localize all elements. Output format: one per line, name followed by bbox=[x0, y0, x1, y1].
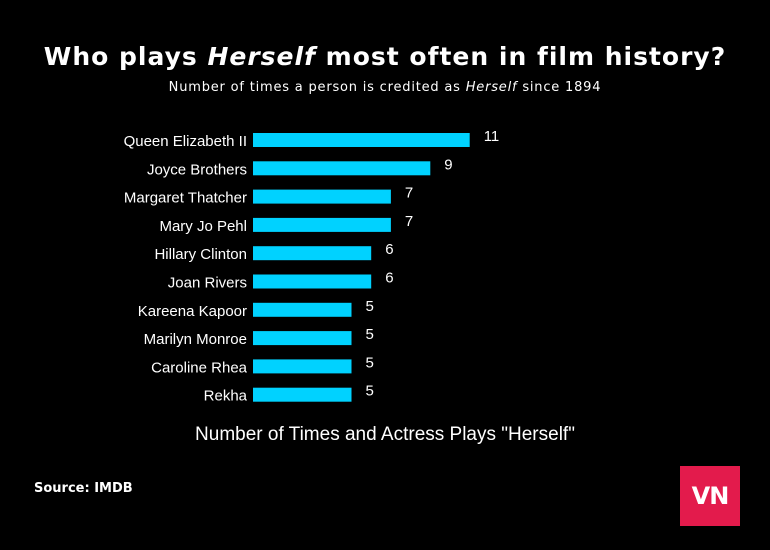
title-post: most often in film history? bbox=[315, 42, 727, 71]
category-label: Marilyn Monroe bbox=[144, 331, 247, 348]
value-label: 5 bbox=[366, 383, 374, 400]
chart-title: Who plays Herself most often in film his… bbox=[0, 42, 770, 71]
bar bbox=[253, 387, 352, 402]
category-label: Joyce Brothers bbox=[147, 161, 247, 178]
value-label: 7 bbox=[405, 213, 413, 230]
bar bbox=[253, 161, 431, 176]
chart-subtitle: Number of times a person is credited as … bbox=[0, 80, 770, 95]
bar bbox=[253, 246, 372, 261]
subtitle-emphasis: Herself bbox=[465, 80, 518, 95]
value-label: 9 bbox=[444, 156, 452, 173]
source-note: Source: IMDB bbox=[34, 481, 133, 496]
category-label: Kareena Kapoor bbox=[138, 303, 247, 320]
bar bbox=[253, 359, 352, 374]
category-label: Queen Elizabeth II bbox=[124, 133, 247, 150]
category-label: Caroline Rhea bbox=[151, 359, 248, 376]
bar bbox=[253, 189, 391, 204]
value-label: 5 bbox=[366, 326, 374, 343]
category-label: Hillary Clinton bbox=[154, 246, 247, 263]
x-axis-label: Number of Times and Actress Plays "Herse… bbox=[195, 424, 575, 445]
bar bbox=[253, 217, 391, 232]
bar bbox=[253, 133, 470, 147]
subtitle-post: since 1894 bbox=[517, 80, 602, 95]
value-label: 7 bbox=[405, 185, 413, 202]
title-emphasis: Herself bbox=[207, 42, 316, 71]
title-pre: Who plays bbox=[43, 42, 208, 71]
category-label: Joan Rivers bbox=[168, 275, 247, 292]
category-label: Rekha bbox=[204, 388, 248, 405]
logo-text: VN bbox=[691, 482, 730, 510]
vn-logo: VN bbox=[680, 466, 740, 526]
category-label: Mary Jo Pehl bbox=[159, 218, 247, 235]
value-label: 6 bbox=[385, 270, 393, 287]
value-label: 11 bbox=[484, 128, 500, 145]
subtitle-pre: Number of times a person is credited as bbox=[168, 80, 466, 95]
bar bbox=[253, 274, 372, 289]
bar bbox=[253, 331, 352, 346]
value-label: 6 bbox=[385, 241, 393, 258]
value-label: 5 bbox=[366, 298, 374, 315]
bar-chart: Queen Elizabeth II 11 Joyce Brothers 9 Marga… bbox=[124, 128, 500, 405]
value-label: 5 bbox=[366, 354, 374, 371]
bar bbox=[253, 302, 352, 317]
category-label: Margaret Thatcher bbox=[124, 190, 247, 207]
